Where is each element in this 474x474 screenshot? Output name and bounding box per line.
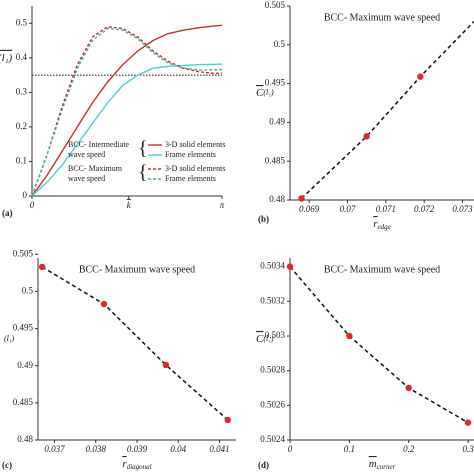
data-point (363, 133, 370, 140)
y-tick-label: 0.505 (13, 248, 34, 258)
y-tick-label: 0.49 (17, 360, 33, 370)
legend-label: 3-D solid elements (165, 140, 225, 149)
y-label-main: C (256, 333, 264, 345)
panel-label: (c) (2, 460, 12, 470)
y-label-main: C (256, 87, 264, 99)
y-tick-label: 0.3 (16, 86, 28, 96)
legend-brace: { (138, 138, 148, 160)
x-axis-label: rdiagonal (122, 458, 151, 471)
data-point (224, 416, 231, 424)
x-tick-label: 0.04 (170, 444, 186, 454)
x-label-main: r (373, 218, 378, 230)
x-tick-label: 0.069 (299, 204, 320, 214)
legend-brace: { (138, 162, 148, 184)
y-label-sub: (l₁) (263, 88, 274, 97)
series-line (31, 63, 223, 197)
y-tick-label: 0.495 (13, 323, 34, 333)
y-tick-label: 0.485 (265, 155, 286, 165)
trend-line (41, 266, 229, 421)
x-tick-label: 0.037 (44, 444, 65, 454)
y-tick-label: 0.5 (22, 285, 34, 295)
y-label-sub: (l₁) (263, 334, 274, 343)
x-tick-label: 0.07 (340, 204, 356, 214)
x-tick-label: 0 (288, 444, 293, 454)
y-tick-label: 0.5024 (260, 434, 285, 444)
y-tick-label: 0.505 (265, 0, 286, 10)
x-tick-label: 0.038 (86, 444, 107, 454)
x-tick-label: 0.071 (376, 204, 396, 214)
y-axis-label: C(l₁) (256, 333, 274, 345)
y-tick-label: 0.5 (16, 17, 28, 27)
y-tick-label: 0.503 (265, 330, 286, 340)
legend-group-title: wave speed (68, 150, 105, 159)
y-tick-label: 0.5034 (260, 261, 285, 271)
y-tick-label: 0.5028 (260, 365, 285, 375)
data-point (298, 195, 305, 202)
legend-label: Frame elements (165, 150, 216, 159)
y-axis-label: C(l₁) (256, 87, 274, 99)
x-tick-label: 0.041 (209, 444, 229, 454)
series-line (31, 26, 222, 197)
y-axis-label: (l₁) (0, 51, 13, 63)
x-tick-label: k (127, 200, 132, 210)
y-tick-label: 0.48 (17, 434, 33, 444)
data-point (417, 73, 424, 80)
data-point (405, 384, 412, 392)
y-tick-label: 0.5 (274, 39, 286, 49)
y-label-main: (l₁) (0, 51, 13, 63)
chart-title: BCC- Maximum wave speed (324, 12, 440, 23)
data-point (100, 300, 108, 308)
x-tick-label: 0.039 (127, 444, 148, 454)
x-label-main: m (369, 458, 377, 470)
x-tick-label: π (220, 200, 225, 210)
y-tick-label: 0.5032 (260, 295, 285, 305)
x-tick-label: 0.073 (452, 204, 473, 214)
legend-label: Frame elements (165, 174, 216, 183)
legend-group-title: BCC- Maximum (68, 164, 123, 173)
y-label-sub: (l₁) (4, 334, 15, 343)
y-tick-label: 0.485 (13, 397, 34, 407)
y-tick-label: 0.48 (269, 194, 285, 204)
data-point (346, 332, 353, 340)
panel-label: (a) (2, 208, 13, 218)
x-label-main: r (122, 458, 127, 470)
data-point (464, 419, 472, 426)
legend-label: 3-D solid elements (165, 164, 225, 173)
x-label-sub: edge (378, 223, 391, 231)
legend-group-title: wave speed (68, 174, 105, 183)
data-point (162, 361, 170, 369)
y-tick-label: 0 (23, 190, 28, 200)
x-axis-label: mcorner (369, 458, 396, 471)
y-tick-label: 0.495 (265, 78, 286, 88)
y-tick-label: 0.49 (269, 116, 285, 126)
y-tick-label: 0.4 (16, 52, 28, 62)
chart-title: BCC- Maximum wave speed (79, 264, 195, 275)
x-tick-label: 0.3 (462, 444, 474, 454)
data-point (286, 263, 294, 270)
x-tick-label: 0 (30, 200, 35, 210)
y-axis-label: (l₁) (4, 334, 15, 343)
x-tick-label: 0.1 (344, 444, 355, 454)
panel-label: (b) (258, 214, 269, 224)
x-tick-label: 0.072 (414, 204, 435, 214)
legend-group-title: BCC- Intermediate (68, 140, 130, 149)
trend-line (289, 266, 469, 424)
x-label-sub: corner (377, 463, 396, 471)
series-line (31, 27, 223, 197)
y-tick-label: 0.1 (16, 156, 27, 166)
series-line (31, 24, 223, 197)
y-tick-label: 0.2 (16, 121, 27, 131)
x-axis-label: redge (373, 218, 391, 231)
data-point (38, 263, 46, 271)
y-tick-label: 0.5026 (260, 399, 285, 409)
trend-line (300, 20, 474, 199)
x-label-sub: diagonal (127, 463, 152, 471)
chart-title: BCC- Maximum wave speed (324, 264, 440, 275)
x-tick-label: 0.2 (403, 444, 415, 454)
panel-label: (d) (258, 460, 269, 470)
